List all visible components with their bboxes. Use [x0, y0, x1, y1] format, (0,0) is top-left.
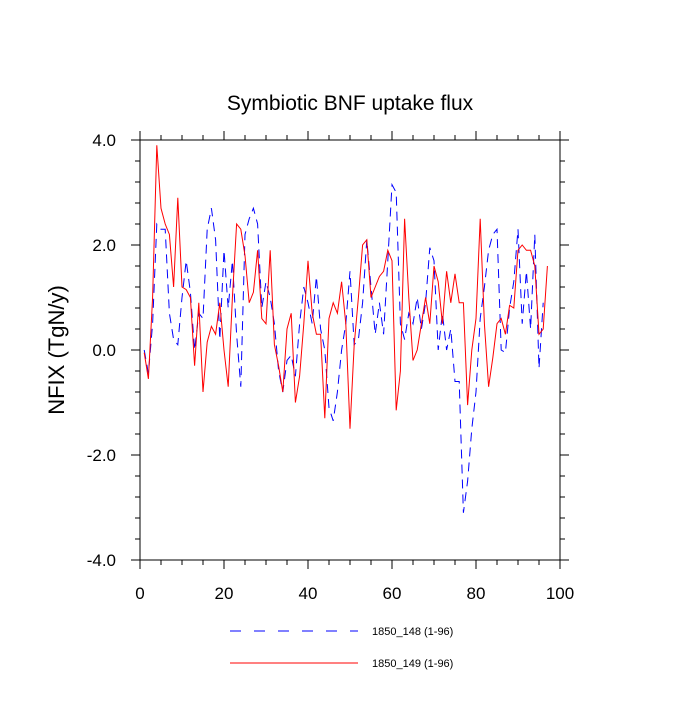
chart-title: Symbiotic BNF uptake flux: [227, 92, 474, 115]
x-tick-label: 40: [299, 584, 318, 603]
y-tick-label: 4.0: [92, 131, 116, 150]
legend-label-2: 1850_149 (1-96): [372, 658, 453, 670]
series-lines: [143, 145, 548, 513]
series-line-2: [143, 145, 548, 429]
y-tick-label: -2.0: [87, 446, 116, 465]
y-tick-label: 2.0: [92, 236, 116, 255]
plot-frame: [139, 139, 561, 561]
x-tick-label: 0: [135, 584, 144, 603]
y-axis-label: NFIX (TgN/y): [44, 285, 69, 415]
axis-ticks: 0 20 40 60 80 100 -4.0 -2.0 0.0 2.0 4.0: [87, 131, 574, 603]
legend: 1850_148 (1-96) 1850_149 (1-96): [230, 626, 453, 670]
x-tick-label: 80: [467, 584, 486, 603]
legend-label-1: 1850_148 (1-96): [372, 626, 453, 638]
y-tick-label: 0.0: [92, 341, 116, 360]
series-line-1: [143, 182, 544, 513]
x-tick-label: 100: [546, 584, 574, 603]
x-tick-label: 60: [383, 584, 402, 603]
x-tick-label: 20: [215, 584, 234, 603]
y-tick-label: -4.0: [87, 551, 116, 570]
